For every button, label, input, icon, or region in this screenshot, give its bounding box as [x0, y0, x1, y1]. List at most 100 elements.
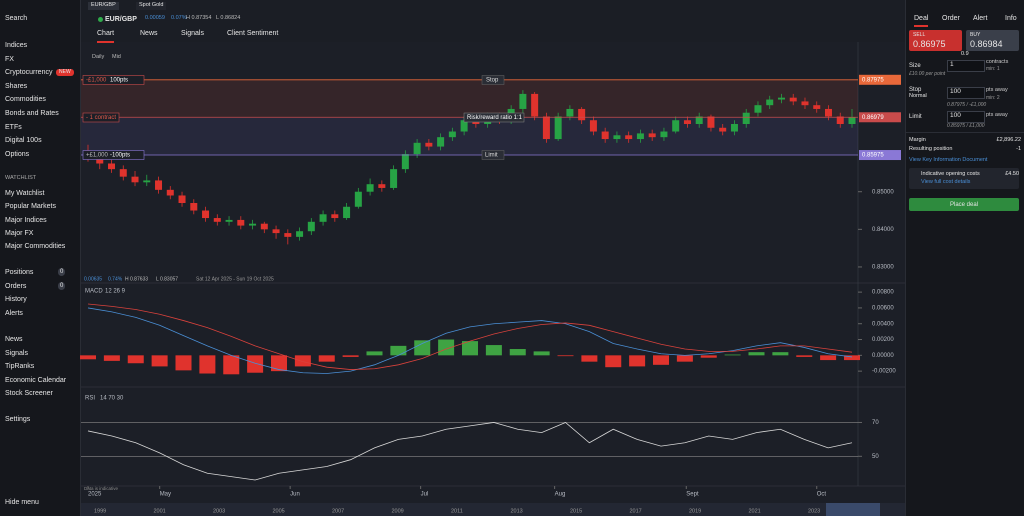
- buy-button[interactable]: [966, 30, 1019, 51]
- size-label: Size: [909, 63, 921, 69]
- menu-item[interactable]: Bonds and Rates: [5, 110, 59, 117]
- histogram-bar: [414, 340, 431, 356]
- stop-type[interactable]: Normal: [909, 93, 927, 99]
- tool-item[interactable]: Economic Calendar: [5, 376, 67, 384]
- change: 0.00059: [145, 15, 165, 21]
- search[interactable]: Search: [5, 15, 28, 22]
- histogram-bar: [700, 355, 717, 358]
- costs-link[interactable]: View full cost details: [921, 179, 971, 185]
- candle-body: [719, 127, 727, 132]
- watchlist-item[interactable]: My Watchlist: [5, 190, 45, 197]
- high: H 0.87354: [186, 15, 212, 21]
- sell-button[interactable]: [909, 30, 962, 51]
- indicator-params: 14 70 30: [100, 396, 124, 402]
- y-tick-label: 0.83000: [872, 265, 894, 271]
- navigator-year: 2005: [273, 508, 285, 514]
- account-item[interactable]: Positions: [5, 269, 34, 276]
- limit-line-tag: [859, 150, 901, 161]
- tool-item[interactable]: TipRanks: [5, 363, 35, 370]
- account-item[interactable]: Orders: [5, 282, 27, 290]
- hide-menu[interactable]: Hide menu: [5, 499, 39, 506]
- sell-price: 0.86975: [913, 39, 946, 49]
- chart-header-low: L 0.83057: [156, 276, 178, 282]
- stop-line-tag: [859, 74, 901, 85]
- candle-body: [401, 154, 409, 170]
- kid-link[interactable]: View Key Information Document: [909, 157, 988, 163]
- watchlist-item[interactable]: Major Indices: [5, 216, 47, 224]
- navigator-year: 2023: [808, 508, 820, 514]
- view-tab[interactable]: Signals: [181, 30, 204, 37]
- y-tick-label: 70: [872, 420, 879, 426]
- size-min: min: 1: [986, 66, 1000, 72]
- menu-item[interactable]: Cryptocurrency: [5, 69, 53, 77]
- histogram-bar: [509, 349, 526, 356]
- view-tab[interactable]: Chart: [97, 30, 115, 43]
- indicator-params: 12 26 9: [105, 289, 126, 295]
- histogram-bar: [271, 355, 287, 372]
- menu-item[interactable]: Options: [5, 150, 30, 158]
- navigator-year: 2009: [392, 508, 404, 514]
- place-deal-button[interactable]: [909, 198, 1019, 211]
- candle-body: [566, 108, 574, 117]
- deal-tab[interactable]: Info: [1005, 15, 1017, 22]
- candle-body: [448, 131, 456, 138]
- input-box[interactable]: 100: [947, 111, 985, 123]
- tool-item[interactable]: Stock Screener: [5, 390, 53, 397]
- chart-header-change: 0.00635: [84, 276, 102, 282]
- menu-item[interactable]: Commodities: [5, 96, 46, 104]
- input-box[interactable]: 100: [947, 87, 985, 99]
- sidebar: Search Indices FX Cryptocurrency Shares Commo…: [0, 0, 81, 516]
- navigator: [81, 503, 905, 516]
- histogram-bar: [629, 355, 646, 367]
- candle-body: [190, 203, 198, 211]
- count-badge: 0: [58, 268, 66, 276]
- account-item[interactable]: Alerts: [5, 309, 23, 317]
- candle-body: [425, 142, 433, 147]
- instrument-tab[interactable]: EUR/GBP: [88, 2, 119, 10]
- watchlist-item[interactable]: Popular Markets: [5, 203, 56, 211]
- menu-item[interactable]: ETFs: [5, 123, 22, 131]
- menu-item[interactable]: Shares: [5, 82, 28, 90]
- place-deal: Place deal: [949, 202, 979, 208]
- candle-body: [366, 184, 374, 192]
- resolution[interactable]: Mid: [112, 54, 121, 60]
- histogram-bar: [844, 355, 860, 361]
- candle-body: [437, 137, 445, 147]
- view-tab[interactable]: Client Sentiment: [227, 30, 279, 37]
- menu-item[interactable]: FX: [5, 55, 14, 63]
- instrument-tab[interactable]: Spot Gold: [136, 2, 167, 10]
- histogram-bar: [103, 355, 120, 361]
- stop-line-label: 0.87975: [862, 77, 884, 83]
- menu-item[interactable]: Indices: [5, 42, 28, 49]
- watchlist-item[interactable]: Major Commodities: [5, 243, 66, 251]
- watchlist-item[interactable]: Major FX: [5, 229, 34, 237]
- tool-item[interactable]: Signals: [5, 349, 28, 357]
- candle-body: [143, 180, 151, 183]
- x-tick-label: Jul: [421, 492, 429, 498]
- view-tab[interactable]: News: [140, 30, 158, 37]
- settings[interactable]: Settings: [5, 416, 31, 423]
- deal-panel: Deal Order Alert Info SELL 0.86975 BUY 0.86984 0…: [905, 0, 1024, 516]
- deal-tab[interactable]: Deal: [914, 15, 929, 27]
- limit-label: Limit: [909, 114, 922, 120]
- pts-away: pts away: [986, 112, 1008, 118]
- navigator-year: 2011: [451, 508, 463, 514]
- candle-body: [166, 189, 174, 196]
- limit-pts: -100pts: [110, 153, 130, 159]
- deal-tab[interactable]: Order: [942, 15, 960, 22]
- histogram-bar: [366, 351, 383, 356]
- account-item[interactable]: History: [5, 296, 27, 303]
- deal-tab[interactable]: Alert: [973, 15, 988, 22]
- resolution[interactable]: Daily: [92, 54, 105, 60]
- input-box[interactable]: 1: [947, 60, 985, 72]
- candle-body: [754, 105, 762, 113]
- tool-item[interactable]: News: [5, 336, 23, 343]
- indicator-title: RSI: [85, 396, 95, 402]
- buy-price: 0.86984: [970, 39, 1003, 49]
- histogram-bar: [223, 355, 240, 375]
- menu-item[interactable]: Digital 100s: [5, 137, 42, 145]
- histogram-bar: [438, 339, 455, 356]
- data-note: Data is indicative: [84, 486, 119, 491]
- limit-info: 0.85975 / £1,000: [947, 123, 985, 129]
